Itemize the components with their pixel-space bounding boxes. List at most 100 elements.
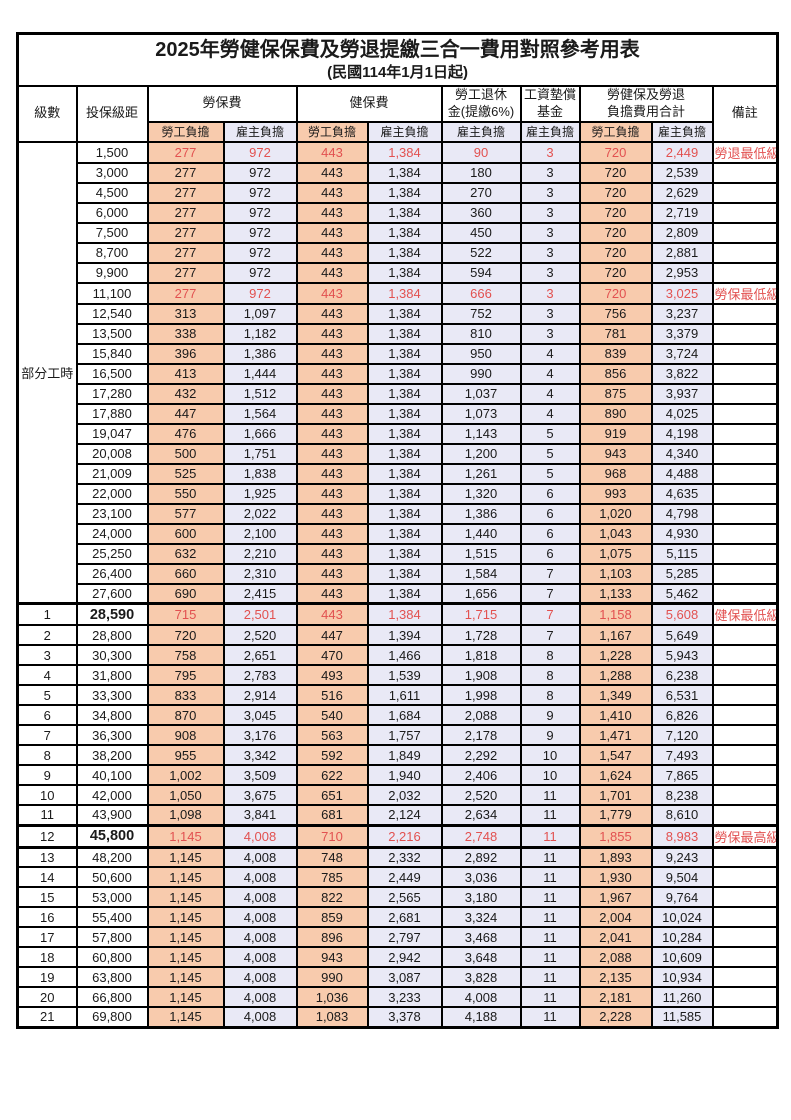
cell-pension-employer: 3,828 <box>440 966 522 988</box>
cell-labor-employee: 338 <box>146 322 225 345</box>
cell-total-employee: 720 <box>578 281 653 305</box>
cell-wage-fund-employer: 6 <box>519 522 581 545</box>
cell-total-employee: 890 <box>578 402 653 425</box>
cell-labor-employer: 4,008 <box>222 986 298 1008</box>
cell-health-employee: 563 <box>295 724 369 746</box>
cell-pension-employer: 3,180 <box>440 886 522 908</box>
cell-total-employer: 2,953 <box>650 261 714 284</box>
cell-level: 7 <box>16 724 78 746</box>
cell-labor-employee: 277 <box>146 281 225 305</box>
cell-remark <box>711 684 779 706</box>
cell-health-employee: 443 <box>295 582 369 605</box>
fee-comparison-table: 2025年勞健保保費及勞退提繳三合一費用對照參考用表 (民國114年1月1日起)… <box>16 32 780 1029</box>
cell-total-employer: 10,284 <box>650 926 714 948</box>
cell-level: 10 <box>16 784 78 806</box>
table-row: 19,047 476 1,666 443 1,384 1,143 5 919 4,198 <box>18 422 779 445</box>
cell-pension-employer: 360 <box>440 201 522 224</box>
cell-labor-employee: 1,002 <box>146 764 225 786</box>
cell-labor-employer: 1,666 <box>222 422 298 445</box>
cell-wage-fund-employer: 7 <box>519 582 581 605</box>
subheader-total-employee: 勞工負擔 <box>578 120 653 143</box>
cell-pension-employer: 1,998 <box>440 684 522 706</box>
cell-total-employer: 10,934 <box>650 966 714 988</box>
cell-remark <box>711 986 779 1008</box>
cell-remark <box>711 704 779 726</box>
cell-remark <box>711 764 779 786</box>
cell-health-employer: 1,384 <box>366 362 443 385</box>
cell-total-employee: 1,547 <box>578 744 653 766</box>
cell-health-employee: 443 <box>295 442 369 465</box>
cell-health-employee: 896 <box>295 926 369 948</box>
cell-pension-employer: 1,440 <box>440 522 522 545</box>
cell-total-employee: 1,075 <box>578 542 653 565</box>
table-row: 20 66,800 1,145 4,008 1,036 3,233 4,008 11 2,181… <box>16 986 779 1008</box>
cell-total-employee: 1,158 <box>578 602 653 626</box>
cell-total-employee: 1,133 <box>578 582 653 605</box>
cell-pension-employer: 1,200 <box>440 442 522 465</box>
cell-pension-employer: 1,515 <box>440 542 522 565</box>
cell-health-employer: 1,684 <box>366 704 443 726</box>
cell-health-employee: 681 <box>295 804 369 826</box>
cell-bracket: 43,900 <box>75 804 149 826</box>
cell-labor-employee: 1,145 <box>146 823 225 849</box>
cell-wage-fund-employer: 11 <box>519 1006 581 1028</box>
cell-level: 9 <box>16 764 78 786</box>
cell-bracket: 24,000 <box>75 522 149 545</box>
subheader-labor-employee: 勞工負擔 <box>146 120 225 143</box>
cell-pension-employer: 450 <box>440 221 522 244</box>
cell-health-employer: 2,449 <box>366 866 443 888</box>
cell-labor-employer: 972 <box>222 181 298 204</box>
cell-total-employee: 1,471 <box>578 724 653 746</box>
page-title: 2025年勞健保保費及勞退提繳三合一費用對照參考用表 <box>155 39 640 62</box>
cell-bracket: 60,800 <box>75 946 149 968</box>
cell-total-employer: 3,822 <box>650 362 714 385</box>
cell-bracket: 50,600 <box>75 866 149 888</box>
cell-bracket: 36,300 <box>75 724 149 746</box>
cell-health-employer: 1,384 <box>366 482 443 505</box>
cell-wage-fund-employer: 9 <box>519 724 581 746</box>
cell-pension-employer: 666 <box>440 281 522 305</box>
cell-remark <box>711 1006 779 1028</box>
cell-labor-employee: 277 <box>146 140 225 164</box>
cell-level: 13 <box>16 846 78 868</box>
cell-bracket: 13,500 <box>75 322 149 345</box>
cell-bracket: 57,800 <box>75 926 149 948</box>
cell-health-employer: 1,384 <box>366 221 443 244</box>
cell-wage-fund-employer: 5 <box>519 422 581 445</box>
cell-total-employer: 4,340 <box>650 442 714 465</box>
cell-pension-employer: 1,320 <box>440 482 522 505</box>
cell-pension-employer: 1,715 <box>440 602 522 626</box>
cell-health-employee: 859 <box>295 906 369 928</box>
cell-remark <box>711 804 779 826</box>
cell-wage-fund-employer: 11 <box>519 906 581 928</box>
cell-pension-employer: 950 <box>440 342 522 365</box>
cell-remark <box>711 946 779 968</box>
cell-total-employer: 9,243 <box>650 846 714 868</box>
cell-wage-fund-employer: 10 <box>519 764 581 786</box>
cell-labor-employer: 972 <box>222 201 298 224</box>
cell-bracket: 21,009 <box>75 462 149 485</box>
cell-wage-fund-employer: 11 <box>519 886 581 908</box>
cell-labor-employee: 1,098 <box>146 804 225 826</box>
cell-bracket: 17,280 <box>75 382 149 405</box>
cell-bracket: 66,800 <box>75 986 149 1008</box>
cell-health-employer: 1,384 <box>366 402 443 425</box>
cell-total-employer: 11,585 <box>650 1006 714 1028</box>
cell-total-employer: 6,531 <box>650 684 714 706</box>
table-row: 7 36,300 908 3,176 563 1,757 2,178 9 1,471 7,120 <box>16 724 779 746</box>
cell-bracket: 1,500 <box>75 140 149 164</box>
cell-bracket: 28,800 <box>75 624 149 646</box>
table-row: 13 48,200 1,145 4,008 748 2,332 2,892 11 1,893 9,… <box>16 846 779 868</box>
cell-pension-employer: 594 <box>440 261 522 284</box>
cell-bracket: 9,900 <box>75 261 149 284</box>
cell-level: 19 <box>16 966 78 988</box>
cell-total-employee: 2,135 <box>578 966 653 988</box>
cell-health-employer: 1,384 <box>366 502 443 525</box>
cell-labor-employee: 1,145 <box>146 906 225 928</box>
cell-labor-employer: 4,008 <box>222 946 298 968</box>
cell-remark <box>711 261 779 284</box>
cell-labor-employee: 1,145 <box>146 886 225 908</box>
cell-labor-employee: 1,050 <box>146 784 225 806</box>
cell-labor-employee: 277 <box>146 221 225 244</box>
cell-health-employer: 2,124 <box>366 804 443 826</box>
